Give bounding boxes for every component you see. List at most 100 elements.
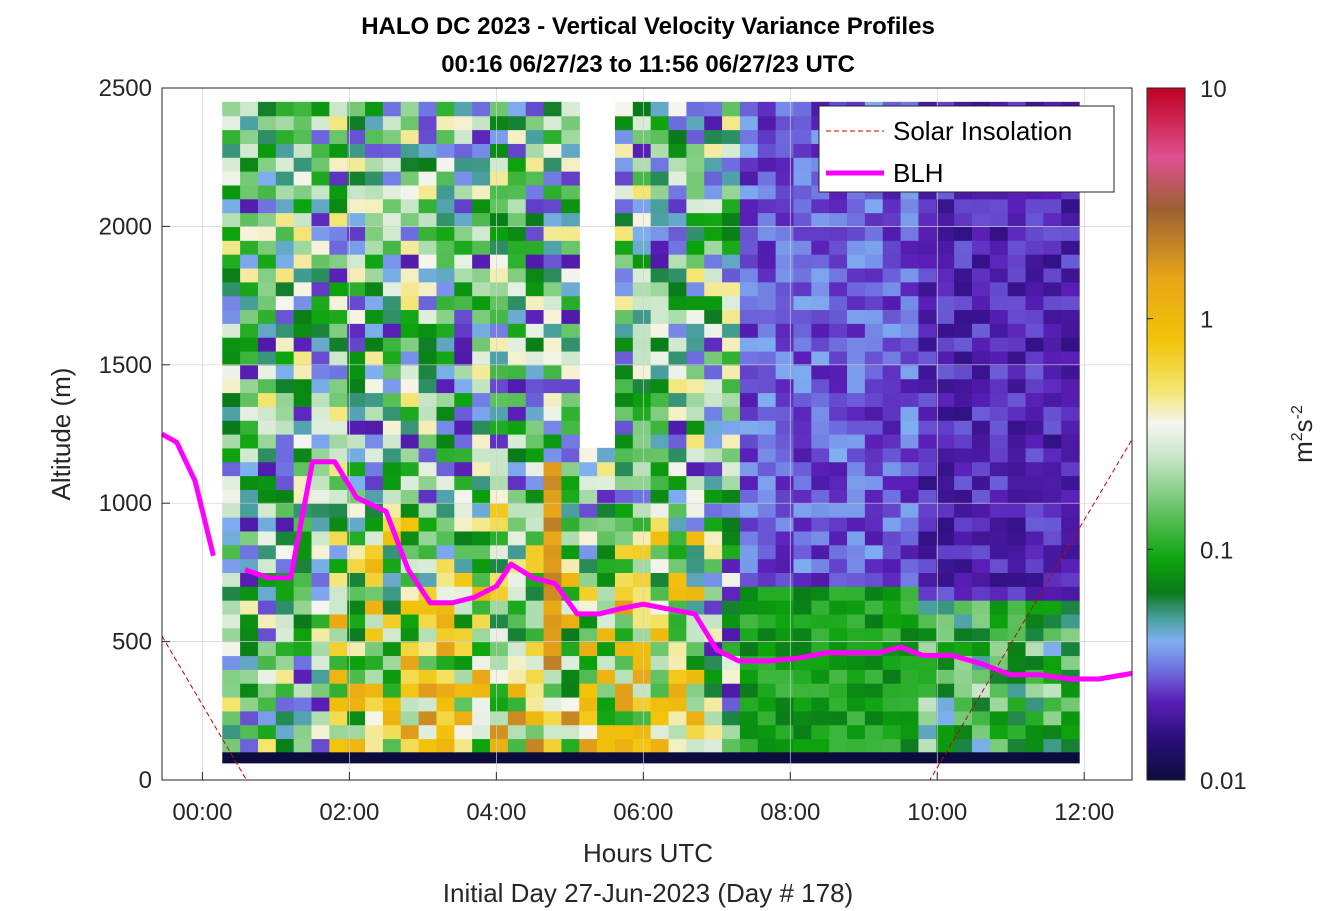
heatmap-cell — [614, 461, 634, 477]
heatmap-cell — [472, 129, 491, 144]
chart-title-line1: HALO DC 2023 - Vertical Velocity Varianc… — [361, 13, 935, 40]
heatmap-cell — [686, 669, 705, 684]
heatmap-cell — [757, 240, 777, 255]
heatmap-cell — [936, 530, 955, 546]
heatmap-cell — [525, 530, 545, 546]
heatmap-cell — [793, 267, 812, 283]
heatmap-cell — [1061, 558, 1080, 573]
heatmap-cell — [668, 752, 687, 764]
heatmap-cell — [1025, 406, 1044, 421]
heatmap-cell — [1025, 254, 1044, 269]
heatmap-cell — [989, 226, 1009, 241]
heatmap-cell — [989, 558, 1009, 573]
heatmap-cell — [739, 503, 759, 518]
heatmap-cell — [293, 115, 313, 131]
heatmap-cell — [918, 752, 937, 764]
heatmap-cell — [650, 738, 670, 753]
heatmap-cell — [329, 226, 348, 241]
heatmap-cell — [240, 364, 259, 380]
heatmap-cell — [668, 337, 687, 352]
heatmap-cell — [900, 295, 920, 311]
heatmap-cell — [365, 267, 384, 283]
heatmap-cell — [686, 724, 705, 740]
heatmap-cell — [293, 364, 313, 380]
heatmap-cell — [971, 267, 991, 283]
heatmap-cell — [507, 475, 527, 490]
heatmap-cell — [311, 530, 330, 546]
heatmap-cell — [347, 337, 366, 352]
heatmap-cell — [1025, 641, 1044, 657]
heatmap-cell — [382, 281, 402, 297]
heatmap-cell — [775, 281, 795, 297]
heatmap-cell — [882, 378, 902, 394]
heatmap-cell — [829, 655, 848, 670]
legend-label-solar: Solar Insolation — [893, 116, 1072, 146]
heatmap-cell — [793, 198, 812, 214]
heatmap-cell — [597, 655, 616, 670]
heatmap-cell — [293, 627, 313, 643]
heatmap-cell — [329, 696, 348, 712]
heatmap-cell — [561, 558, 580, 573]
heatmap-cell — [382, 406, 402, 421]
heatmap-cell — [293, 254, 313, 269]
heatmap-cell — [311, 724, 330, 740]
heatmap-cell — [722, 475, 741, 490]
heatmap-cell — [311, 447, 330, 463]
heatmap-cell — [525, 254, 545, 269]
heatmap-cell — [418, 489, 438, 504]
heatmap-cell — [686, 364, 705, 380]
heatmap-cell — [1061, 350, 1080, 366]
heatmap-cell — [222, 544, 241, 560]
heatmap-cell — [257, 309, 277, 324]
heatmap-cell — [436, 364, 455, 380]
heatmap-cell — [365, 655, 384, 670]
heatmap-cell — [257, 254, 277, 269]
heatmap-cell — [311, 600, 330, 615]
heatmap-cell — [240, 752, 259, 764]
heatmap-cell — [525, 447, 545, 463]
heatmap-cell — [632, 143, 652, 158]
heatmap-cell — [1043, 738, 1062, 753]
heatmap-cell — [561, 240, 580, 255]
heatmap-cell — [257, 461, 277, 477]
heatmap-cell — [222, 129, 241, 144]
heatmap-cell — [632, 309, 652, 324]
heatmap-cell — [454, 240, 473, 255]
y-tick-label: 2500 — [99, 75, 152, 102]
heatmap-cell — [757, 503, 777, 518]
heatmap-cell — [436, 240, 455, 255]
heatmap-cell — [632, 337, 652, 352]
heatmap-cell — [614, 337, 634, 352]
heatmap-cell — [365, 254, 384, 269]
heatmap-cell — [775, 226, 795, 241]
heatmap-cell — [1025, 655, 1044, 670]
heatmap-cell — [686, 254, 705, 269]
heatmap-cell — [971, 724, 991, 740]
heatmap-cell — [1061, 613, 1080, 629]
heatmap-cell — [614, 378, 634, 394]
heatmap-cell — [382, 434, 402, 449]
heatmap-cell — [650, 544, 670, 560]
heatmap-cell — [240, 184, 259, 200]
heatmap-cell — [989, 434, 1009, 449]
heatmap-cell — [847, 254, 866, 269]
heatmap-cell — [900, 240, 920, 255]
heatmap-cell — [472, 101, 491, 117]
heatmap-cell — [918, 544, 937, 560]
heatmap-cell — [257, 323, 277, 338]
heatmap-cell — [472, 143, 491, 158]
heatmap-cell — [632, 572, 652, 587]
heatmap-cell — [329, 558, 348, 573]
heatmap-cell — [525, 600, 545, 615]
heatmap-cell — [775, 115, 795, 131]
heatmap-cell — [918, 254, 937, 269]
heatmap-cell — [311, 558, 330, 573]
heatmap-cell — [847, 475, 866, 490]
heatmap-cell — [543, 115, 563, 131]
heatmap-cell — [454, 613, 473, 629]
heatmap-cell — [954, 530, 973, 546]
heatmap-cell — [954, 309, 973, 324]
heatmap-cell — [936, 434, 955, 449]
heatmap-cell — [240, 475, 259, 490]
heatmap-cell — [757, 212, 777, 227]
